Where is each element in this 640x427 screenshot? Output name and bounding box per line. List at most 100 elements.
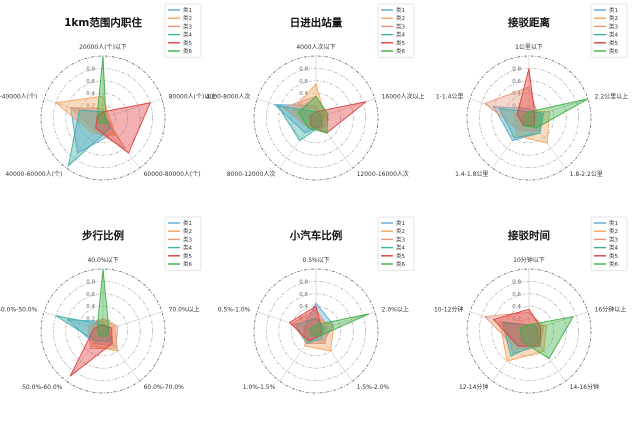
axis-label: 10-12分钟 bbox=[434, 306, 463, 314]
axis-label: 4000人次以下 bbox=[296, 43, 335, 51]
axis-spoke bbox=[256, 98, 317, 119]
series-polygon-1 bbox=[492, 105, 542, 142]
tick-label: 0.2 bbox=[86, 104, 95, 110]
legend-label: 类3 bbox=[183, 22, 193, 30]
radar-chart-jobs-housing: 1km范围内职住 0.2 0.4 0.6 0.8 20000人(个)以下 80000人(个)… bbox=[0, 3, 216, 181]
tick-label: 0.4 bbox=[86, 304, 95, 310]
legend-label: 类2 bbox=[396, 14, 405, 22]
legend-label: 类6 bbox=[183, 47, 193, 55]
legend-label: 类5 bbox=[183, 39, 193, 47]
radar-panel-jobs-housing: 1km范围内职住 0.2 0.4 0.6 0.8 20000人(个)以下 80000人(个)… bbox=[0, 0, 216, 213]
axis-label: 20000人(个)以下 bbox=[79, 44, 127, 51]
axis-label: 20000-40000人(个) bbox=[0, 94, 37, 101]
legend-label: 类1 bbox=[609, 219, 618, 227]
axis-label: 40.0%-50.0% bbox=[0, 307, 38, 314]
tick-label: 0.4 bbox=[512, 91, 521, 97]
series-polygon-4 bbox=[55, 315, 111, 342]
radar-panel-car-ratio: 小汽车比例 0.2 0.4 0.6 0.8 0.5%以下 2.0%以上 1.5%-2.0% 1.… bbox=[213, 213, 426, 426]
legend-label: 类4 bbox=[183, 244, 193, 252]
chart-title: 接驳时间 bbox=[508, 229, 550, 242]
grid-ring bbox=[290, 305, 342, 357]
axis-label: 80000人(个)以上 bbox=[169, 93, 217, 101]
axis-label: 1.5%-2.0% bbox=[357, 384, 390, 391]
series-polygon-3 bbox=[483, 311, 545, 350]
axis-label: 40000-60000人(个) bbox=[5, 171, 62, 178]
legend-label: 类5 bbox=[609, 252, 619, 260]
legend-label: 类5 bbox=[183, 252, 193, 260]
legend-label: 类3 bbox=[609, 235, 619, 243]
axis-label: 60000-80000人(个) bbox=[144, 171, 201, 178]
chart-title: 接驳距离 bbox=[508, 16, 550, 29]
axis-spoke bbox=[102, 117, 140, 169]
axis-label: 12-14分钟 bbox=[459, 383, 488, 391]
series-polygon-2 bbox=[498, 320, 548, 362]
axis-spoke bbox=[279, 330, 317, 382]
legend-label: 类1 bbox=[183, 219, 192, 227]
legend-label: 类1 bbox=[396, 219, 405, 227]
axis-label: 10分钟以下 bbox=[513, 256, 545, 264]
legend-label: 类5 bbox=[396, 252, 406, 260]
legend-label: 类4 bbox=[396, 244, 406, 252]
axis-label: 40.0%以下 bbox=[87, 257, 118, 264]
legend-box bbox=[164, 3, 202, 58]
series-polygon-2 bbox=[303, 318, 335, 352]
tick-label: 0.2 bbox=[299, 317, 308, 323]
axis-label: 50.0%-60.0% bbox=[22, 384, 63, 391]
grid-ring bbox=[290, 92, 342, 144]
legend-label: 类4 bbox=[183, 31, 193, 39]
axis-label: 70.0%以上 bbox=[169, 306, 200, 314]
radar-chart-access-time: 接驳时间 0.2 0.4 0.6 0.8 10分钟以下 16分钟以上 14-16分钟 12-14… bbox=[434, 216, 628, 394]
tick-label: 0.8 bbox=[299, 66, 308, 72]
axis-label: 0.5%以下 bbox=[302, 257, 329, 264]
axis-spoke bbox=[66, 330, 104, 382]
legend-label: 类6 bbox=[183, 260, 193, 268]
tick-label: 0.8 bbox=[512, 66, 521, 72]
axis-spoke bbox=[315, 330, 353, 382]
axis-spoke bbox=[528, 98, 589, 119]
series-polygon-5 bbox=[288, 305, 323, 342]
tick-label: 0.2 bbox=[299, 104, 308, 110]
axis-label: 16000人次以上 bbox=[382, 93, 425, 101]
legend-box bbox=[590, 3, 628, 58]
radar-chart-access-distance: 接驳距离 0.2 0.4 0.6 0.8 1公里以下 2.2公里以上 1.8-2.2公里 1.4… bbox=[436, 3, 629, 181]
legend-label: 类6 bbox=[609, 47, 619, 55]
axis-label: 16分钟以上 bbox=[595, 306, 627, 314]
series-polygon-5 bbox=[309, 101, 367, 134]
axis-spoke bbox=[528, 330, 566, 382]
legend-label: 类5 bbox=[609, 39, 619, 47]
axis-spoke bbox=[43, 98, 104, 119]
axis-spoke bbox=[528, 311, 589, 332]
legend-label: 类2 bbox=[609, 227, 618, 235]
axis-label: 2.0%以上 bbox=[382, 306, 409, 314]
legend-label: 类5 bbox=[396, 39, 406, 47]
legend-label: 类1 bbox=[183, 6, 192, 14]
axis-label: 12000-16000人次 bbox=[357, 170, 409, 178]
series-polygon-4 bbox=[498, 107, 545, 139]
grid-ring bbox=[77, 305, 129, 357]
radar-chart-walk-ratio: 步行比例 0.2 0.4 0.6 0.8 40.0%以下 70.0%以上 60.0%-70.0… bbox=[0, 216, 202, 394]
axis-spoke bbox=[43, 311, 104, 332]
axis-spoke bbox=[256, 311, 317, 332]
series-polygon-6 bbox=[519, 315, 575, 360]
series-polygon-4 bbox=[276, 104, 323, 142]
tick-label: 0.4 bbox=[299, 91, 308, 97]
legend-label: 类1 bbox=[396, 6, 405, 14]
axis-label: 1公里以下 bbox=[515, 44, 543, 51]
legend-label: 类6 bbox=[609, 260, 619, 268]
tick-label: 0.6 bbox=[299, 79, 308, 85]
axis-spoke bbox=[66, 117, 104, 169]
axis-label: 2.2公里以上 bbox=[595, 93, 629, 101]
series-polygon-4 bbox=[501, 321, 539, 357]
legend-label: 类4 bbox=[609, 31, 619, 39]
axis-label: 4000-8000人次 bbox=[206, 93, 251, 101]
series-polygon-6 bbox=[309, 313, 370, 337]
legend-box bbox=[164, 216, 202, 271]
axis-label: 14-16分钟 bbox=[570, 383, 599, 391]
tick-label: 0.6 bbox=[512, 292, 521, 298]
chart-title: 步行比例 bbox=[82, 229, 124, 242]
axis-label: 60.0%-70.0% bbox=[144, 384, 185, 391]
chart-title: 1km范围内职住 bbox=[64, 16, 142, 29]
tick-label: 0.4 bbox=[512, 304, 521, 310]
series-polygon-6 bbox=[297, 95, 329, 134]
